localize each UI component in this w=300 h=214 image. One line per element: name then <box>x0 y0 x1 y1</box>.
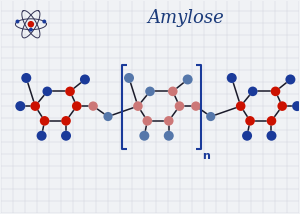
Point <box>280 104 285 108</box>
Point <box>248 119 253 123</box>
Point <box>167 119 171 123</box>
Point <box>167 119 171 123</box>
Point <box>194 104 198 108</box>
Point <box>248 119 253 123</box>
Point <box>177 104 182 108</box>
Text: n: n <box>202 151 210 161</box>
Point <box>250 90 255 93</box>
Point <box>33 104 38 108</box>
Point <box>39 134 44 137</box>
Point <box>148 90 152 93</box>
Point <box>42 20 47 23</box>
Point <box>208 115 213 118</box>
Point <box>142 134 147 137</box>
Text: Amylose: Amylose <box>147 9 224 27</box>
Point <box>238 104 243 108</box>
Point <box>167 134 171 137</box>
Point <box>74 104 79 108</box>
Point <box>24 76 29 80</box>
Point <box>170 90 175 93</box>
Point <box>82 78 87 81</box>
Point <box>68 90 72 93</box>
Point <box>245 134 250 137</box>
Point <box>288 78 293 81</box>
Point <box>39 134 44 137</box>
Point <box>136 104 140 108</box>
Point <box>273 90 278 93</box>
Point <box>91 104 95 108</box>
Point <box>269 119 274 123</box>
Point <box>177 104 182 108</box>
Point <box>74 104 79 108</box>
Point <box>185 78 190 81</box>
Point <box>45 90 50 93</box>
Point <box>91 104 95 108</box>
Point <box>18 104 23 108</box>
Point <box>194 104 198 108</box>
Point <box>148 90 152 93</box>
Point <box>15 20 20 23</box>
Point <box>269 119 274 123</box>
Point <box>167 134 171 137</box>
Point <box>42 119 47 123</box>
Point <box>64 119 68 123</box>
Point <box>127 76 131 80</box>
Point <box>238 104 243 108</box>
Point <box>269 134 274 137</box>
Point <box>145 119 150 123</box>
Point <box>229 76 234 80</box>
Point <box>64 134 68 137</box>
Point <box>142 134 147 137</box>
Point <box>42 119 47 123</box>
Point <box>33 104 38 108</box>
Point <box>273 90 278 93</box>
Point <box>45 90 50 93</box>
Point <box>185 78 190 81</box>
Point <box>82 78 87 81</box>
Point <box>28 22 33 26</box>
Point <box>288 78 293 81</box>
Point <box>64 119 68 123</box>
Point <box>127 76 131 80</box>
Point <box>208 115 213 118</box>
Point <box>250 90 255 93</box>
Point <box>295 104 299 108</box>
Point <box>245 134 250 137</box>
Point <box>24 76 29 80</box>
Point <box>68 90 72 93</box>
Point <box>229 76 234 80</box>
Point <box>64 134 68 137</box>
Point <box>295 104 299 108</box>
Point <box>136 104 140 108</box>
Point <box>280 104 285 108</box>
Point <box>18 104 23 108</box>
Point <box>106 115 110 118</box>
Point <box>145 119 150 123</box>
Point <box>269 134 274 137</box>
Point <box>106 115 110 118</box>
Point <box>170 90 175 93</box>
Point <box>28 28 33 31</box>
